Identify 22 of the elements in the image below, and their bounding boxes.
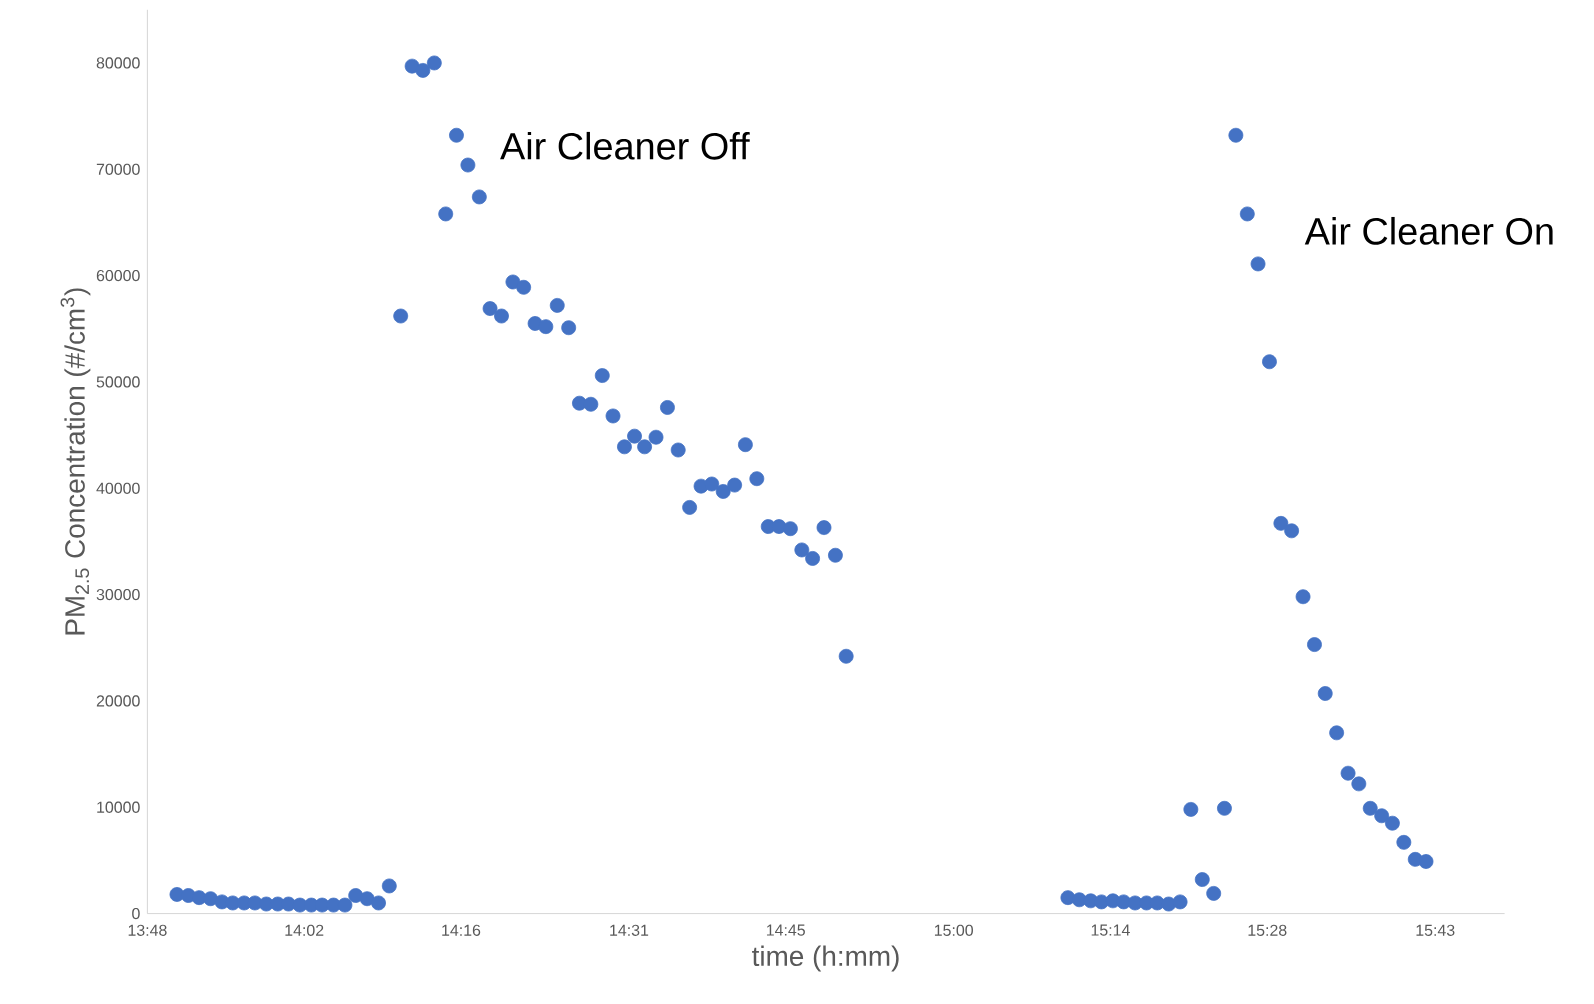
y-tick-label: 60000	[96, 269, 140, 282]
x-tick-label: 14:31	[610, 924, 649, 936]
x-tick-label: 14:02	[285, 924, 324, 936]
annotation: Air Cleaner Off	[500, 131, 750, 160]
y-tick-label: 70000	[96, 163, 140, 175]
x-tick-label: 15:14	[1091, 924, 1130, 936]
annotation: Air Cleaner On	[1304, 216, 1553, 245]
y-tick-label: 0	[132, 907, 140, 920]
y-axis-title: PM$_{2.5}$ Concentration (#/cm$^{3}$)	[60, 288, 91, 635]
x-tick-label: 15:28	[1248, 924, 1287, 936]
y-tick-label: 40000	[96, 482, 140, 494]
y-tick-label: 30000	[96, 588, 140, 601]
y-tick-label: 80000	[96, 57, 140, 69]
x-tick-label: 14:16	[442, 924, 481, 936]
x-tick-label: 14:45	[766, 924, 805, 936]
x-tick-label: 13:48	[128, 924, 167, 936]
y-tick-label: 20000	[96, 695, 140, 707]
x-tick-label: 15:00	[934, 924, 973, 936]
x-axis-title: time (h:mm)	[752, 945, 899, 972]
y-tick-label: 10000	[97, 801, 140, 813]
x-tick-label: 15:43	[1416, 924, 1455, 936]
y-tick-label: 50000	[96, 376, 140, 388]
